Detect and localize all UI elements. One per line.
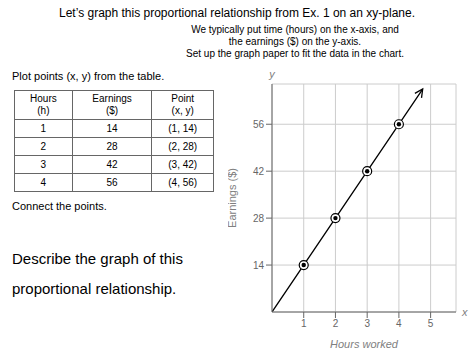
html-text:Point (x, y): Point (x, y) xyxy=(171,93,195,116)
svg-text:1: 1 xyxy=(301,318,307,329)
html-text:proportional relationship.: proportional relationship. xyxy=(12,280,177,297)
html-text:42: 42 xyxy=(106,159,118,170)
html-text:Earnings ($): Earnings ($) xyxy=(92,93,132,116)
html-text:1: 1 xyxy=(40,123,47,134)
html-text:(2, 28): (2, 28) xyxy=(168,141,198,152)
html-text:Connect the points.: Connect the points. xyxy=(12,200,107,212)
svg-text:y: y xyxy=(268,68,276,80)
html-text:Describe the graph of this: Describe the graph of this xyxy=(12,250,183,267)
svg-text:28: 28 xyxy=(253,213,265,224)
html-text:Let’s graph this proportional: Let’s graph this proportional relationsh… xyxy=(59,6,415,20)
svg-text:5: 5 xyxy=(428,318,434,329)
html-text:(3, 42): (3, 42) xyxy=(168,159,198,170)
html-text:We typically put time (hours): We typically put time (hours) on the x-a… xyxy=(191,24,399,35)
svg-text:3: 3 xyxy=(364,318,370,329)
svg-text:42: 42 xyxy=(253,166,265,177)
html-text:(4, 56): (4, 56) xyxy=(168,177,198,188)
html-text:14: 14 xyxy=(106,123,118,134)
svg-text:56: 56 xyxy=(253,119,265,130)
svg-text:x: x xyxy=(461,306,466,318)
html-text:the earnings ($) on the y-axis: the earnings ($) on the y-axis. xyxy=(228,36,362,47)
html-text:3: 3 xyxy=(40,159,47,170)
html-text:2: 2 xyxy=(40,141,47,152)
svg-text:2: 2 xyxy=(333,318,339,329)
html-text:4: 4 xyxy=(40,177,47,188)
html-text:28: 28 xyxy=(106,141,118,152)
html-text:Hours (h): Hours (h) xyxy=(30,93,57,116)
html-text:56: 56 xyxy=(106,177,118,188)
html-text:(1, 14): (1, 14) xyxy=(168,123,198,134)
html-text:Set up the graph paper to fit: Set up the graph paper to fit the data i… xyxy=(186,48,404,59)
html-text:Plot points (x, y) from the ta: Plot points (x, y) from the table. xyxy=(12,70,165,82)
svg-text:Earnings ($): Earnings ($) xyxy=(228,168,238,228)
svg-text:Hours worked: Hours worked xyxy=(330,338,399,350)
svg-text:14: 14 xyxy=(253,260,265,271)
svg-text:4: 4 xyxy=(396,318,402,329)
